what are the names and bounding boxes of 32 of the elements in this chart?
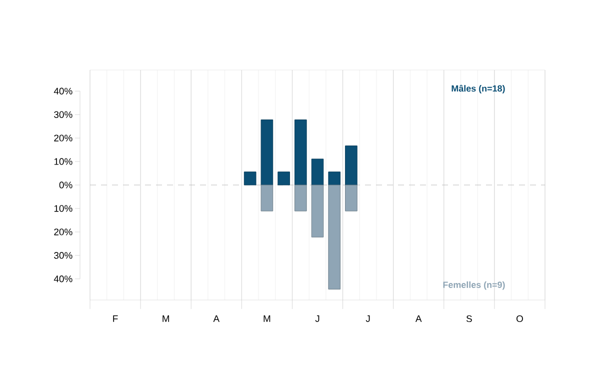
bar xyxy=(260,120,274,186)
x-tick-label: A xyxy=(415,315,422,322)
x-tick-label: J xyxy=(366,315,370,322)
x-tick-label: M xyxy=(264,315,270,322)
bar xyxy=(278,172,290,186)
y-tick-label: 10% xyxy=(54,205,72,212)
y-tick-label: 0% xyxy=(59,182,72,188)
bar xyxy=(328,172,341,186)
bar xyxy=(294,184,307,212)
x-tick-label: S xyxy=(466,315,472,322)
y-tick-label: 10% xyxy=(54,158,72,165)
text: Mâles (n=18) xyxy=(452,84,505,94)
bar xyxy=(328,184,341,290)
y-tick-label: 20% xyxy=(54,134,72,142)
y-tick-label: 40% xyxy=(54,276,72,282)
bar xyxy=(244,172,256,186)
x-tick-label: F xyxy=(113,315,118,322)
x-tick-label: O xyxy=(516,315,523,322)
y-tick-label: 30% xyxy=(54,252,72,259)
bar xyxy=(311,158,324,186)
x-tick-label: J xyxy=(315,315,320,322)
bar xyxy=(345,184,358,212)
y-tick-label: 30% xyxy=(54,111,72,118)
y-tick-label: 40% xyxy=(54,88,72,94)
x-tick-label: A xyxy=(213,315,220,322)
y-tick-label: 20% xyxy=(54,228,72,236)
x-tick-label: M xyxy=(162,315,169,322)
bar xyxy=(294,120,307,186)
bar xyxy=(260,184,274,212)
bar xyxy=(345,146,358,186)
bar xyxy=(311,184,324,238)
text: Femelles (n=9) xyxy=(443,281,505,290)
